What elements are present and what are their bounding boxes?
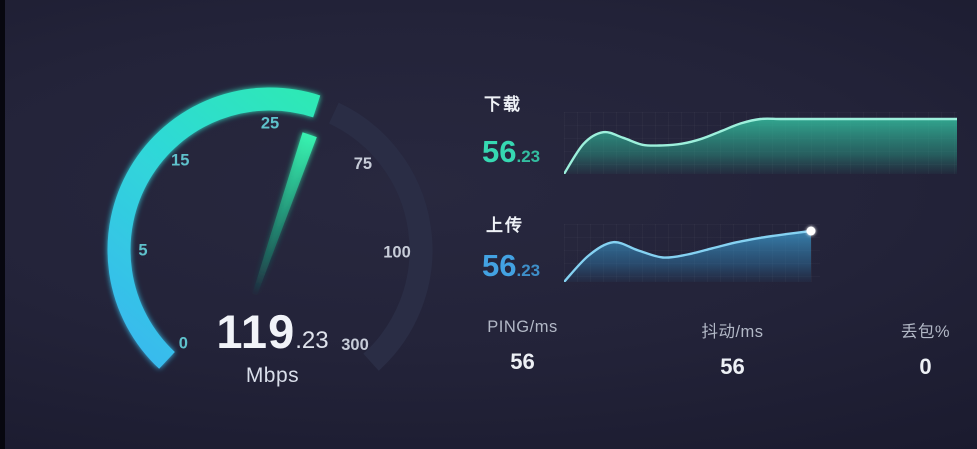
gauge-tick-label: 300: [341, 336, 369, 354]
stat-ping-label: PING/ms: [487, 318, 558, 336]
gauge-tick-label: 100: [383, 244, 411, 262]
stat-jitter-label: 抖动/ms: [701, 323, 764, 341]
stat-ping-value: 56: [510, 349, 535, 374]
download-value-fraction: .23: [516, 147, 541, 166]
gauge-tick-label: 15: [171, 152, 189, 170]
download-chart: [562, 112, 959, 176]
speed-value-integer: 119: [216, 305, 296, 358]
gauge-tick-label: 5: [138, 242, 147, 260]
left-edge-strip: [0, 0, 5, 449]
speed-readout: 119.23 Mbps: [185, 308, 360, 388]
download-label: 下载: [484, 95, 522, 114]
upload-progress-dot: [806, 226, 816, 236]
upload-sparkline: [562, 226, 816, 284]
download-area-fill: [564, 118, 957, 174]
upload-label: 上传: [486, 216, 524, 235]
gauge-needle: [252, 132, 317, 297]
speed-unit: Mbps: [245, 364, 300, 387]
stat-jitter: 抖动/ms 56: [665, 318, 800, 380]
gauge-arc-fill: [107, 87, 321, 369]
download-value-integer: 56: [482, 134, 517, 169]
speed-value-fraction: .23: [295, 327, 329, 354]
upload-line: [562, 229, 813, 284]
stat-jitter-value: 56: [720, 354, 745, 379]
stat-packet-loss-label: 丢包%: [900, 323, 951, 341]
gauge-tick-label: 0: [179, 334, 188, 352]
upload-chart: [562, 224, 820, 284]
gauge-tick-labels: 0 5 15 25 75 100 300: [138, 115, 410, 354]
stat-packet-loss: 丢包% 0: [858, 318, 977, 380]
stat-ping: PING/ms 56: [455, 318, 590, 375]
stat-packet-loss-value: 0: [919, 354, 932, 379]
gauge-tick-label: 25: [261, 115, 279, 133]
upload-value-integer: 56: [482, 248, 517, 283]
download-sparkline: [562, 117, 959, 176]
speed-value: 119.23: [185, 308, 360, 355]
upload-value-fraction: .23: [516, 261, 541, 280]
speed-gauge: 0 5 15 25 75 100 300: [107, 87, 433, 371]
download-value: 56.23: [482, 136, 540, 167]
gauge-arc-track: [328, 102, 433, 371]
upload-area-fill: [564, 231, 811, 282]
download-line: [562, 117, 959, 176]
upload-value: 56.23: [482, 250, 540, 281]
gauge-tick-label: 75: [354, 155, 372, 173]
